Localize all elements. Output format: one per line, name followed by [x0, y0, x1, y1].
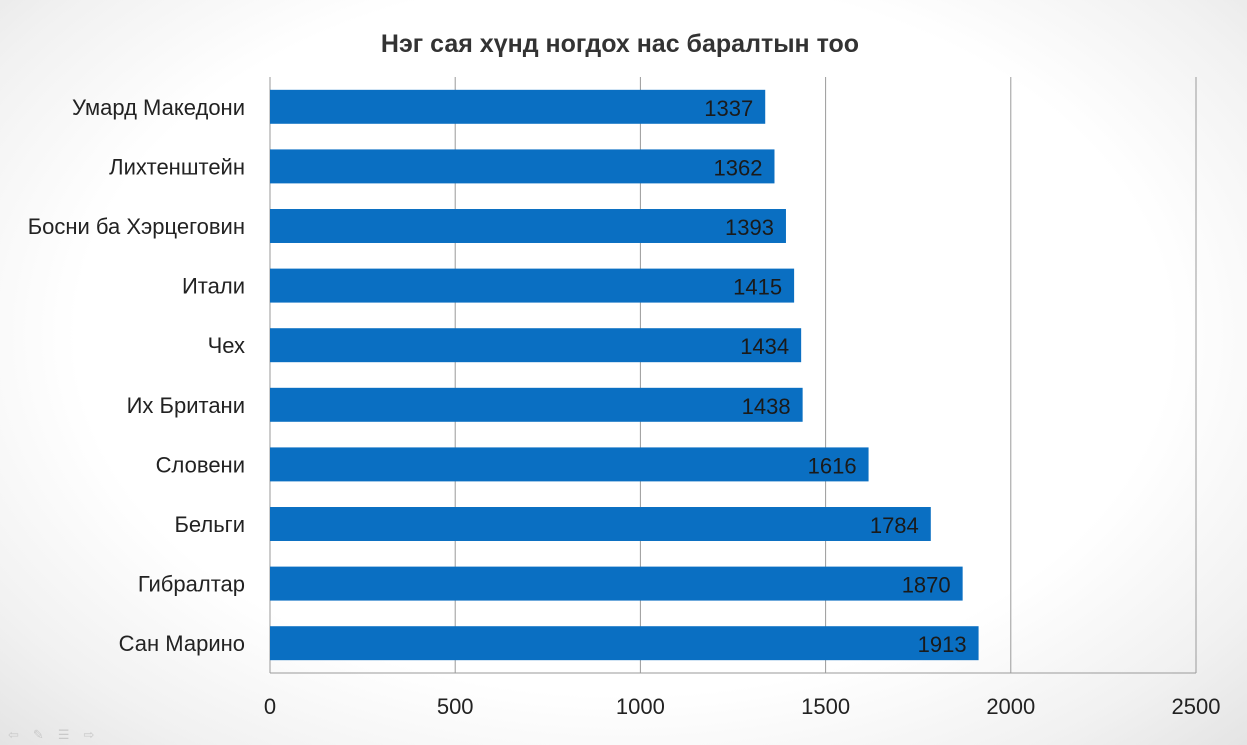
x-tick-label: 2000 [986, 694, 1035, 719]
arrow-left-icon[interactable]: ⇦ [8, 728, 19, 743]
category-label: Чех [208, 333, 245, 358]
category-label: Лихтенштейн [109, 154, 245, 179]
category-label: Босни ба Хэрцеговин [28, 214, 245, 239]
bar [270, 566, 963, 601]
category-label: Словени [156, 452, 245, 477]
bar [270, 626, 979, 661]
menu-icon[interactable]: ☰ [57, 728, 70, 743]
arrow-right-icon[interactable]: ⇨ [83, 728, 95, 743]
category-label: Бельги [174, 512, 245, 537]
category-label: Сан Марино [119, 631, 245, 656]
bar [270, 209, 786, 243]
data-label: 1362 [714, 155, 763, 180]
x-tick-label: 1000 [616, 694, 665, 719]
data-label: 1438 [742, 394, 791, 419]
data-label: 1337 [704, 96, 753, 121]
data-label: 1784 [870, 513, 919, 538]
data-label: 1434 [740, 334, 789, 359]
x-tick-labels: 0 500 1000 1500 2000 2500 [264, 694, 1221, 719]
x-tick-label: 0 [264, 694, 276, 719]
category-label: Умард Македони [72, 95, 245, 120]
data-label: 1393 [725, 215, 774, 240]
bar [270, 507, 931, 541]
x-tick-label: 1500 [801, 694, 850, 719]
bars [270, 89, 979, 661]
bar [270, 268, 795, 303]
x-tick-label: 2500 [1172, 694, 1221, 719]
data-label: 1616 [808, 453, 857, 478]
bar [270, 149, 775, 184]
data-labels: 1337 1362 1393 1415 1434 1438 1616 1784 1870 1913 [704, 96, 966, 657]
category-label: Итали [182, 274, 245, 299]
slide-navigation: ⇦ ✎ ☰ ⇨ [8, 728, 94, 743]
data-label: 1870 [902, 573, 951, 598]
category-label: Их Британи [127, 393, 245, 418]
data-label: 1913 [918, 632, 967, 657]
x-tick-label: 500 [437, 694, 474, 719]
bar [270, 89, 766, 124]
bar [270, 328, 802, 363]
data-label: 1415 [733, 275, 782, 300]
category-labels: Умард Македони Лихтенштейн Босни ба Хэрцег… [28, 95, 245, 656]
category-label: Гибралтар [138, 572, 245, 597]
bar [270, 447, 869, 482]
chart-title: Нэг сая хүнд ногдох нас баралтын тоо [381, 30, 859, 58]
bar [270, 387, 803, 422]
pen-icon[interactable]: ✎ [32, 728, 44, 743]
